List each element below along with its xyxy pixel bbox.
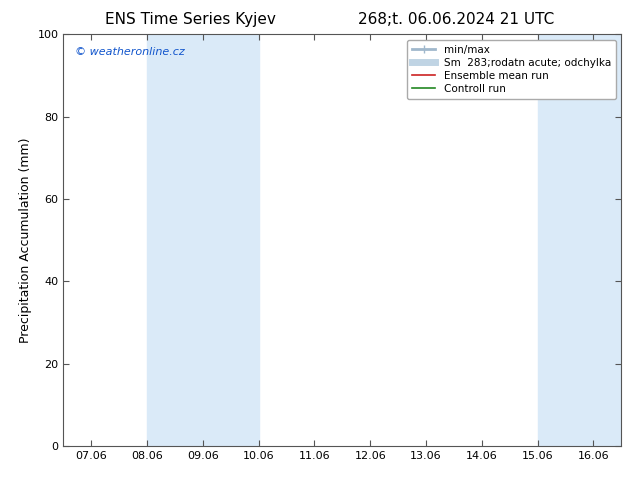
Y-axis label: Precipitation Accumulation (mm): Precipitation Accumulation (mm) — [19, 137, 32, 343]
Text: © weatheronline.cz: © weatheronline.cz — [75, 47, 184, 57]
Bar — [147, 34, 259, 446]
Text: ENS Time Series Kyjev: ENS Time Series Kyjev — [105, 12, 276, 27]
Bar — [538, 34, 621, 446]
Text: 268;t. 06.06.2024 21 UTC: 268;t. 06.06.2024 21 UTC — [358, 12, 555, 27]
Legend: min/max, Sm  283;rodatn acute; odchylka, Ensemble mean run, Controll run: min/max, Sm 283;rodatn acute; odchylka, … — [407, 40, 616, 99]
